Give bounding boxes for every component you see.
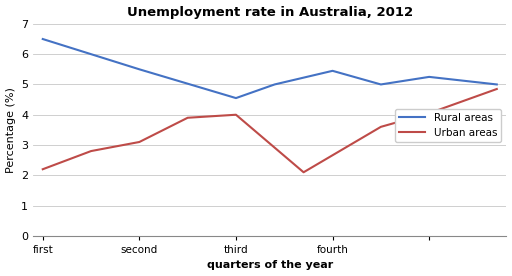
Y-axis label: Percentage (%): Percentage (%) (6, 87, 15, 173)
Rural areas (378, 83, 384, 86)
Urban areas (426, 112, 432, 115)
Urban areas (40, 168, 46, 171)
Rural areas (426, 75, 432, 79)
Rural areas (494, 83, 500, 86)
Rural areas (40, 37, 46, 41)
Rural areas (136, 68, 142, 71)
Legend: Rural areas, Urban areas: Rural areas, Urban areas (395, 109, 501, 142)
X-axis label: quarters of the year: quarters of the year (207, 261, 333, 270)
Urban areas (494, 87, 500, 91)
Urban areas (136, 140, 142, 144)
Rural areas (88, 52, 94, 56)
Urban areas (185, 116, 191, 120)
Line: Urban areas: Urban areas (43, 89, 497, 172)
Rural areas (233, 96, 239, 100)
Urban areas (378, 125, 384, 129)
Urban areas (88, 149, 94, 153)
Rural areas (271, 83, 278, 86)
Line: Rural areas: Rural areas (43, 39, 497, 98)
Title: Unemployment rate in Australia, 2012: Unemployment rate in Australia, 2012 (126, 6, 413, 18)
Rural areas (330, 69, 336, 73)
Urban areas (233, 113, 239, 116)
Urban areas (301, 171, 307, 174)
